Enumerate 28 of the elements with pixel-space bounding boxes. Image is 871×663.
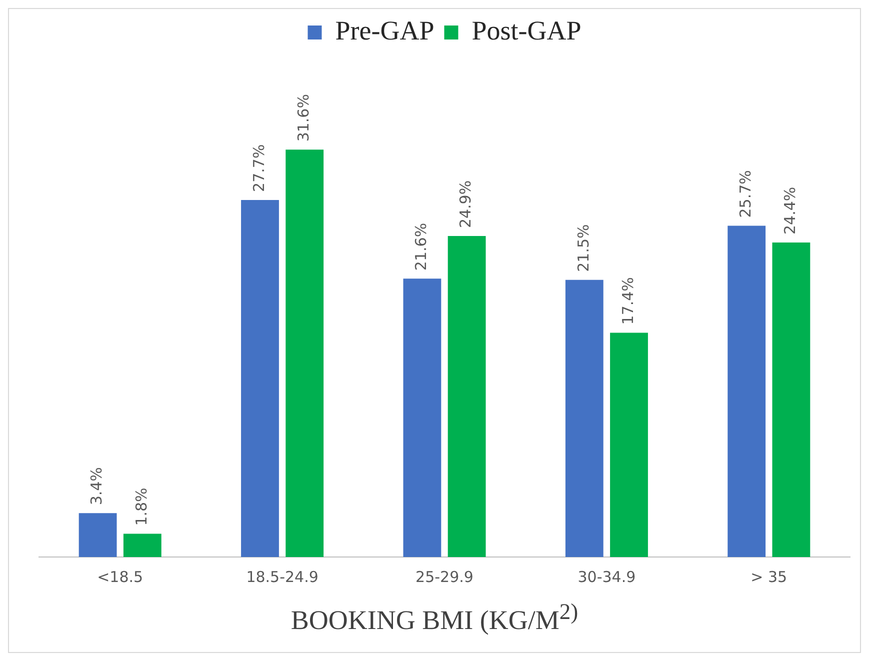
data-label: 25.7% [736, 170, 754, 218]
bar [565, 280, 604, 557]
x-tick-label: 25-29.9 [416, 568, 474, 586]
legend-label: Pre-GAP [335, 16, 434, 46]
bar [241, 200, 279, 557]
x-tick-label: 18.5-24.9 [246, 568, 318, 586]
bar [610, 332, 648, 557]
bar [78, 513, 117, 557]
x-tick-label: <18.5 [97, 568, 144, 586]
bar [728, 226, 766, 557]
x-tick-label: > 35 [750, 568, 788, 586]
bar [448, 236, 486, 557]
x-tick-label: 30-34.9 [578, 568, 636, 586]
data-label: 17.4% [618, 277, 637, 325]
data-label: 21.6% [412, 222, 430, 271]
bar [403, 278, 442, 557]
data-label: 31.6% [294, 94, 312, 142]
data-label: 3.4% [88, 467, 106, 506]
data-label: 24.9% [456, 180, 475, 228]
bar [286, 150, 324, 557]
data-label: 24.4% [781, 186, 800, 234]
bar [772, 242, 810, 557]
legend-label: Post-GAP [472, 16, 582, 46]
data-label: 21.5% [574, 224, 592, 272]
data-label: 1.8% [132, 488, 150, 526]
bar [123, 534, 162, 557]
x-axis-title: BOOKING BMI (KG/M$^{2)}$ [290, 599, 580, 636]
data-label: 27.7% [250, 144, 268, 192]
